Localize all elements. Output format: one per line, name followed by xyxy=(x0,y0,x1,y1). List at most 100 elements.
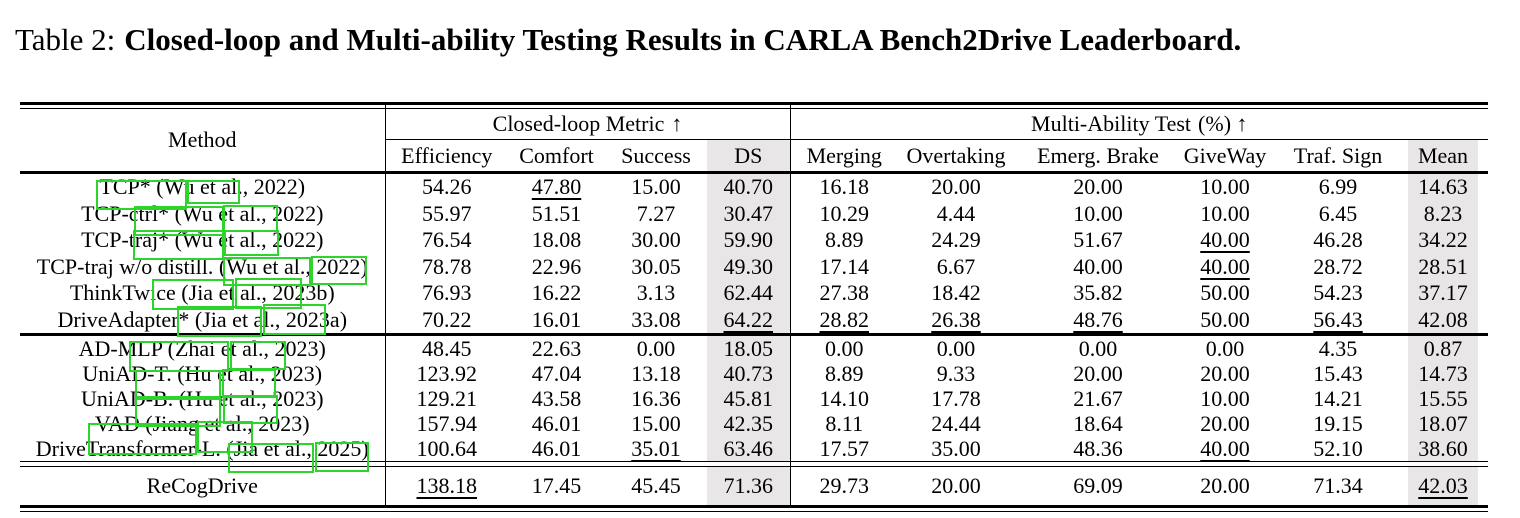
col-header-overtaking: Overtaking xyxy=(898,139,1014,174)
value-cell-success: 15.00 xyxy=(631,174,681,200)
top-rule xyxy=(20,102,1489,109)
value-cell-efficiency: 78.78 xyxy=(422,253,472,279)
value-cell-success: 15.00 xyxy=(631,410,681,436)
value-cell-traf-sign: 52.10 xyxy=(1268,436,1408,462)
method-cell: TCP* (Wu et al., 2022) xyxy=(20,172,386,201)
value-cell-traf-sign: 14.21 xyxy=(1313,385,1363,411)
value-cell-merging: 29.73 xyxy=(790,466,898,508)
value-cell-ds: 71.36 xyxy=(707,466,791,508)
table-row: DriveTransformer-L. (Jia et al., 2025) 1… xyxy=(20,436,1489,462)
spacer-cell xyxy=(1478,335,1488,362)
rule-segment xyxy=(790,102,1489,109)
ours-block: ReCogDrive 138.18 17.45 45.45 71.36 29.7… xyxy=(20,466,1489,508)
value-cell-efficiency: 123.92 xyxy=(416,360,478,386)
caption-title: Closed-loop and Multi-ability Testing Re… xyxy=(124,22,1242,57)
value-cell-giveway: 40.00 xyxy=(1182,436,1268,462)
value-cell-traf-sign: 56.43 xyxy=(1268,306,1408,336)
value-cell-giveway: 20.00 xyxy=(1182,466,1268,508)
value-cell-giveway: 40.00 xyxy=(1200,227,1250,253)
table-caption: Table 2: Closed-loop and Multi-ability Te… xyxy=(15,22,1241,58)
double-rule-gap xyxy=(20,506,1489,512)
value-cell-merging: 8.11 xyxy=(825,410,864,436)
col-header-mean: Mean xyxy=(1408,139,1478,174)
value-cell-overtaking: 6.67 xyxy=(936,253,976,279)
value-cell-emerg-brake: 40.00 xyxy=(1073,253,1123,279)
value-cell-emerg-brake: 21.67 xyxy=(1073,385,1123,411)
spacer-cell xyxy=(1478,254,1488,281)
value-cell-mean: 42.03 xyxy=(1408,466,1478,508)
value-cell-giveway: 50.00 xyxy=(1200,280,1250,306)
value-cell-success: 45.45 xyxy=(605,466,707,508)
value-cell-overtaking: 35.00 xyxy=(898,436,1014,462)
value-cell-comfort: 18.08 xyxy=(531,227,582,253)
value-cell-success: 30.05 xyxy=(631,253,681,279)
value-cell-overtaking: 18.42 xyxy=(931,280,981,306)
group-header-multi-ability: Multi-Ability Test (%) ↑ xyxy=(790,108,1489,140)
value-cell-efficiency: 100.64 xyxy=(385,436,508,462)
table-row: UniAD-B. (Hu et al., 2023) 129.21 43.58 … xyxy=(20,386,1488,411)
value-cell-ds: 45.81 xyxy=(707,386,791,411)
rule-segment xyxy=(20,506,1489,512)
value-cell-success: 33.08 xyxy=(605,306,707,336)
group-label: Multi-Ability Test xyxy=(1031,111,1192,136)
value-cell-comfort: 47.04 xyxy=(531,360,582,386)
col-header-traf-sign: Traf. Sign xyxy=(1268,139,1408,174)
bottom-rule xyxy=(20,506,1489,512)
value-cell-efficiency: 48.45 xyxy=(422,335,472,361)
col-header-success: Success xyxy=(605,139,707,174)
value-cell-overtaking: 26.38 xyxy=(898,306,1014,336)
value-cell-emerg-brake: 20.00 xyxy=(1073,174,1123,200)
value-cell-efficiency: 54.26 xyxy=(422,174,472,200)
value-cell-success: 16.36 xyxy=(631,385,681,411)
column-header-row: Efficiency Comfort Success DS Merging Ov… xyxy=(20,139,1489,174)
method-cell: ReCogDrive xyxy=(20,466,386,508)
value-cell-overtaking: 20.00 xyxy=(931,174,981,200)
method-cell: VAD (Jiang et al., 2023) xyxy=(20,411,386,436)
group-header-closed-loop: Closed-loop Metric ↑ xyxy=(385,108,791,140)
value-cell-comfort: 43.58 xyxy=(531,385,582,411)
pre-final-rule xyxy=(20,461,1489,467)
value-cell-traf-sign: 46.28 xyxy=(1313,227,1363,253)
table-row: AD-MLP (Zhai et al., 2023) 48.45 22.63 0… xyxy=(20,334,1488,362)
value-cell-traf-sign: 71.34 xyxy=(1268,466,1408,508)
spacer-cell xyxy=(1478,466,1489,508)
caption-prefix: Table 2: xyxy=(15,22,116,57)
value-cell-mean: 37.17 xyxy=(1408,280,1478,307)
value-cell-emerg-brake: 48.36 xyxy=(1014,436,1182,462)
double-rule-gap xyxy=(20,461,1489,467)
method-cell: UniAD-B. (Hu et al., 2023) xyxy=(20,386,386,411)
value-cell-overtaking: 9.33 xyxy=(936,360,976,386)
value-cell-ds: 42.35 xyxy=(707,411,791,436)
value-cell-merging: 17.57 xyxy=(790,436,898,462)
value-cell-efficiency: 157.94 xyxy=(416,410,478,436)
table-row: ThinkTwice (Jia et al., 2023b) 76.93 16.… xyxy=(20,280,1488,307)
value-cell-merging: 8.89 xyxy=(825,227,864,253)
spacer-cell xyxy=(1478,306,1489,336)
value-cell-traf-sign: 6.45 xyxy=(1318,200,1358,226)
value-cell-ds: 63.46 xyxy=(707,436,791,462)
col-header-emerg-brake: Emerg. Brake xyxy=(1014,139,1182,174)
rule-segment xyxy=(385,102,791,109)
value-cell-ds: 62.44 xyxy=(707,280,791,307)
table-row: TCP-ctrl* (Wu et al., 2022) 55.97 51.51 … xyxy=(20,200,1488,227)
col-header-giveway: GiveWay xyxy=(1182,139,1268,174)
value-cell-giveway: 40.00 xyxy=(1200,253,1250,279)
value-cell-merging: 14.10 xyxy=(819,385,870,411)
value-cell-efficiency: 70.22 xyxy=(385,306,508,336)
value-cell-ds: 30.47 xyxy=(707,200,791,227)
col-header-merging: Merging xyxy=(790,139,898,174)
value-cell-overtaking: 17.78 xyxy=(931,385,981,411)
results-table: Method Closed-loop Metric ↑ Multi-Ability… xyxy=(20,102,1489,512)
value-cell-emerg-brake: 0.00 xyxy=(1078,335,1118,361)
value-cell-ds: 49.30 xyxy=(707,253,791,280)
value-cell-ds: 40.73 xyxy=(707,361,791,386)
value-cell-comfort: 17.45 xyxy=(508,466,605,508)
spacer-cell xyxy=(1478,139,1489,174)
value-cell-overtaking: 24.29 xyxy=(931,227,981,253)
value-cell-merging: 16.18 xyxy=(819,174,870,200)
col-header-ds: DS xyxy=(707,139,791,174)
value-cell-success: 7.27 xyxy=(636,200,676,226)
group-header-row: Method Closed-loop Metric ↑ Multi-Ability… xyxy=(20,108,1489,174)
value-cell-mean: 8.23 xyxy=(1408,200,1478,227)
